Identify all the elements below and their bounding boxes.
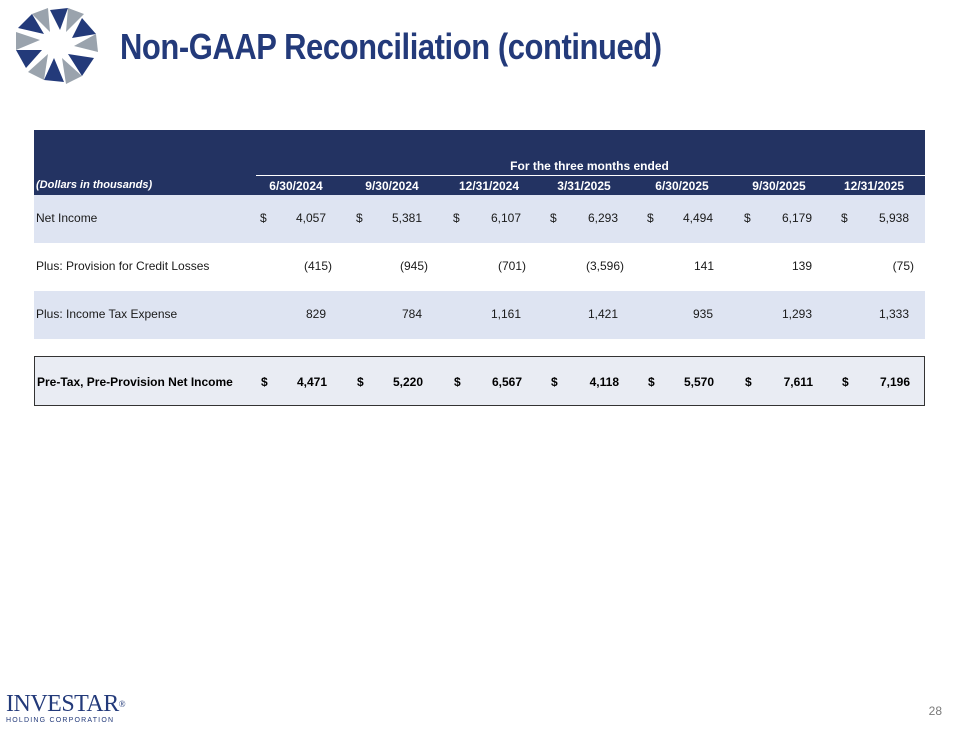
footer-brand-logo: INVESTAR® HOLDING CORPORATION (6, 692, 126, 724)
currency-sign: $ (647, 211, 654, 225)
total-value: 7,611 (783, 375, 813, 389)
total-value: 4,118 (589, 375, 619, 389)
page-title: Non-GAAP Reconciliation (continued) (120, 26, 662, 67)
cell-value: (701) (497, 259, 526, 273)
total-value: 5,570 (683, 375, 714, 389)
currency-sign: $ (744, 211, 751, 225)
reconciliation-table: For the three months ended (Dollars in t… (34, 130, 925, 339)
currency-sign: $ (550, 211, 557, 225)
currency-sign: $ (841, 211, 848, 225)
cell-value: 935 (692, 307, 713, 321)
cell-value: (415) (303, 259, 332, 273)
header-divider (256, 175, 925, 176)
super-header: For the three months ended (510, 159, 669, 173)
units-label: (Dollars in thousands) (36, 179, 153, 191)
cell-value: 829 (305, 307, 326, 321)
total-label: Pre-Tax, Pre-Provision Net Income (37, 375, 233, 389)
cell-value: (945) (399, 259, 428, 273)
cell-value: 1,161 (490, 307, 521, 321)
currency-sign: $ (842, 375, 849, 389)
cell-value: 1,293 (781, 307, 812, 321)
cell-value: 6,107 (490, 211, 521, 225)
column-header: 6/30/2025 (655, 179, 709, 193)
cell-value: 139 (791, 259, 812, 273)
total-value: 6,567 (491, 375, 522, 389)
cell-value: 6,293 (587, 211, 618, 225)
total-row: Pre-Tax, Pre-Provision Net Income $ 4,47… (34, 356, 925, 406)
total-value: 7,196 (879, 375, 910, 389)
column-header: 12/31/2025 (843, 179, 905, 193)
currency-sign: $ (357, 375, 364, 389)
currency-sign: $ (648, 375, 655, 389)
row-label: Plus: Provision for Credit Losses (36, 259, 210, 273)
table-header: For the three months ended (Dollars in t… (34, 130, 925, 195)
cell-value: 5,381 (391, 211, 422, 225)
company-logo-icon (16, 8, 98, 84)
currency-sign: $ (453, 211, 460, 225)
currency-sign: $ (260, 211, 267, 225)
cell-value: 6,179 (781, 211, 812, 225)
brand-name: INVESTAR® (6, 691, 126, 717)
cell-value: (75) (892, 259, 914, 273)
total-value: 4,471 (296, 375, 327, 389)
table-row: Plus: Provision for Credit Losses (415) … (34, 243, 925, 291)
row-label: Net Income (36, 211, 98, 225)
cell-value: 1,421 (587, 307, 618, 321)
column-header: 9/30/2024 (365, 179, 419, 193)
cell-value: 4,057 (295, 211, 326, 225)
page-number: 28 (928, 704, 942, 718)
column-header: 6/30/2024 (269, 179, 323, 193)
column-header: 3/31/2025 (557, 179, 611, 193)
column-header: 12/31/2024 (458, 179, 520, 193)
cell-value: 5,938 (878, 211, 909, 225)
total-value: 5,220 (392, 375, 423, 389)
currency-sign: $ (261, 375, 268, 389)
currency-sign: $ (454, 375, 461, 389)
table-row: Net Income $ 4,057 $ 5,381 $ 6,107 $ 6,2… (34, 195, 925, 243)
column-headers: (Dollars in thousands) 6/30/2024 9/30/20… (34, 179, 925, 193)
cell-value: 784 (401, 307, 422, 321)
currency-sign: $ (551, 375, 558, 389)
currency-sign: $ (356, 211, 363, 225)
row-label: Plus: Income Tax Expense (36, 307, 178, 321)
cell-value: 1,333 (878, 307, 909, 321)
cell-value: (3,596) (585, 259, 624, 273)
brand-subtitle: HOLDING CORPORATION (6, 717, 115, 724)
cell-value: 141 (693, 259, 714, 273)
column-header: 9/30/2025 (752, 179, 806, 193)
currency-sign: $ (745, 375, 752, 389)
cell-value: 4,494 (682, 211, 713, 225)
table-row: Plus: Income Tax Expense 829 784 1,161 1… (34, 291, 925, 339)
